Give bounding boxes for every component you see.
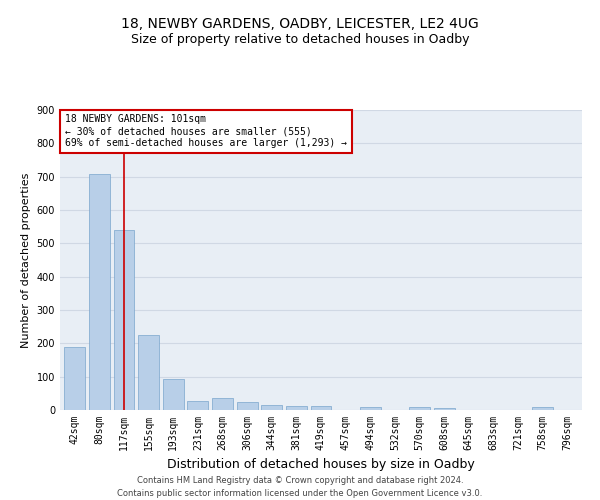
- Text: Size of property relative to detached houses in Oadby: Size of property relative to detached ho…: [131, 32, 469, 46]
- Bar: [286, 406, 307, 410]
- Bar: [187, 401, 208, 410]
- Bar: [434, 408, 455, 410]
- Bar: [113, 230, 134, 410]
- Bar: [89, 174, 110, 410]
- Y-axis label: Number of detached properties: Number of detached properties: [21, 172, 31, 348]
- Bar: [64, 346, 85, 410]
- Bar: [261, 405, 282, 410]
- Bar: [212, 398, 233, 410]
- Bar: [236, 402, 257, 410]
- Text: 18 NEWBY GARDENS: 101sqm
← 30% of detached houses are smaller (555)
69% of semi-: 18 NEWBY GARDENS: 101sqm ← 30% of detach…: [65, 114, 347, 148]
- Bar: [360, 406, 381, 410]
- Bar: [409, 407, 430, 410]
- Bar: [311, 406, 331, 410]
- Bar: [163, 380, 184, 410]
- Text: Contains HM Land Registry data © Crown copyright and database right 2024.
Contai: Contains HM Land Registry data © Crown c…: [118, 476, 482, 498]
- Bar: [138, 336, 159, 410]
- Bar: [532, 407, 553, 410]
- X-axis label: Distribution of detached houses by size in Oadby: Distribution of detached houses by size …: [167, 458, 475, 471]
- Text: 18, NEWBY GARDENS, OADBY, LEICESTER, LE2 4UG: 18, NEWBY GARDENS, OADBY, LEICESTER, LE2…: [121, 18, 479, 32]
